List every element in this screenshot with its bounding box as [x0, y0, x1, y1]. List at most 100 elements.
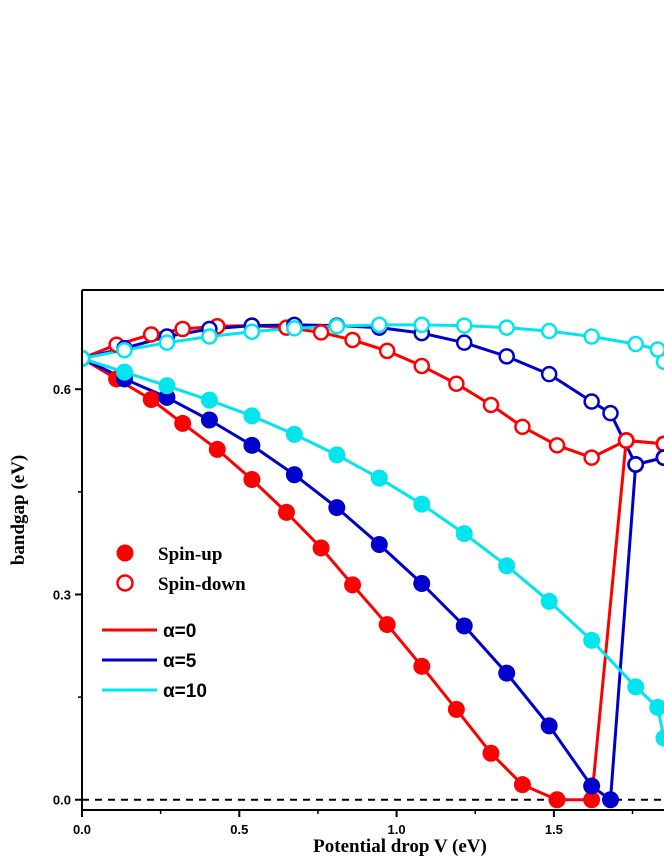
axis-layer: 0.0 0.5 1.0 1.5 0.0 0.3 0.6: [53, 382, 634, 837]
legend: Spin-up Spin-down α=0 α=5 α=10: [102, 544, 246, 702]
series-0-point: [413, 657, 431, 675]
series-line-4: [82, 356, 664, 739]
series-4-point: [370, 469, 388, 487]
series-3-point: [602, 404, 619, 422]
series-layer: [82, 316, 664, 809]
x-axis-title: Potential drop V (eV): [313, 836, 487, 857]
series-1-point: [617, 432, 635, 449]
series-line-2: [82, 357, 664, 802]
series-1-point: [344, 331, 361, 349]
series-0-point: [378, 616, 396, 634]
series-3-point: [455, 334, 473, 351]
series-4-point: [655, 729, 664, 747]
y-tick-label: 0.6: [53, 382, 71, 397]
series-4-point: [455, 525, 473, 543]
y-tick-label: 0.0: [53, 793, 71, 808]
series-3-point: [583, 393, 600, 410]
series-2-point: [602, 791, 620, 809]
series-1-point: [378, 342, 396, 360]
series-2-point: [285, 466, 303, 484]
legend-line-label: α=10: [163, 681, 207, 702]
series-5-point: [328, 318, 346, 335]
series-0-point: [174, 414, 192, 432]
series-1-point: [514, 418, 531, 436]
series-2-point: [455, 617, 473, 635]
series-4-point: [158, 377, 176, 395]
series-4-point: [649, 698, 664, 716]
series-0-point: [243, 471, 261, 489]
series-0-point: [142, 390, 160, 408]
series-0-point: [583, 791, 601, 809]
series-1-point: [142, 326, 160, 343]
series-2-point: [328, 499, 346, 517]
x-tick-label: 0.5: [230, 822, 248, 837]
y-tick-label: 0.3: [53, 587, 71, 602]
series-1-point: [583, 449, 600, 466]
series-2-point: [413, 575, 431, 593]
series-line-5: [82, 323, 664, 363]
series-3-point: [498, 348, 515, 365]
series-0-point: [548, 791, 566, 809]
series-1-point: [655, 435, 664, 453]
series-5-point: [158, 334, 176, 351]
series-1-point: [413, 357, 431, 375]
x-tick-label: 0.0: [73, 822, 91, 837]
series-5-point: [286, 320, 303, 337]
series-4-point: [627, 678, 645, 696]
series-5-point: [82, 350, 91, 367]
series-4-point: [328, 446, 346, 464]
series-3-point: [627, 456, 644, 473]
series-4-point: [540, 592, 558, 610]
series-5-point: [655, 353, 664, 371]
series-4-point: [413, 495, 431, 513]
series-0-point: [344, 576, 362, 594]
series-5-point: [540, 322, 558, 340]
series-1-point: [174, 320, 191, 338]
series-2-point: [583, 777, 601, 795]
series-5-point: [371, 316, 388, 334]
series-0-point: [312, 539, 330, 557]
series-0-point: [208, 440, 226, 458]
y-axis-title: bandgap (eV): [8, 455, 29, 565]
series-5-point: [583, 328, 600, 345]
series-5-point: [116, 341, 133, 359]
series-2-point: [540, 717, 558, 735]
series-1-point: [312, 324, 330, 341]
legend-marker-label: Spin-down: [158, 574, 246, 595]
series-5-point: [413, 316, 431, 334]
series-2-point: [498, 664, 516, 682]
series-4-point: [583, 631, 601, 649]
series-2-point: [243, 436, 261, 454]
legend-line-label: α=5: [163, 651, 197, 672]
series-4-point: [285, 425, 303, 443]
series-2-point: [200, 411, 218, 429]
series-1-point: [482, 396, 500, 414]
series-0-point: [513, 776, 531, 794]
series-4-point: [498, 557, 516, 575]
x-tick-label: 1.5: [545, 822, 563, 837]
series-5-point: [201, 328, 218, 345]
series-5-point: [243, 323, 261, 340]
series-4-point: [115, 363, 133, 381]
series-0-point: [482, 744, 500, 762]
legend-line-label: α=0: [163, 621, 196, 642]
series-5-point: [627, 335, 644, 353]
series-4-point: [200, 391, 218, 409]
legend-marker-spin-down: [116, 574, 134, 592]
series-3-point: [655, 449, 664, 466]
plot-frame: [81, 289, 664, 811]
series-4-point: [243, 407, 261, 425]
series-2-point: [158, 388, 176, 406]
legend-marker-spin-up: [116, 544, 134, 562]
x-tick-label: 1.0: [388, 822, 406, 837]
series-0-point: [447, 700, 465, 718]
series-3-point: [540, 365, 558, 383]
series-5-point: [498, 319, 515, 336]
legend-marker-label: Spin-up: [158, 544, 222, 565]
series-0-point: [277, 503, 295, 521]
series-5-point: [455, 317, 473, 334]
series-2-point: [370, 536, 388, 554]
series-1-point: [448, 375, 465, 392]
series-1-point: [548, 437, 566, 454]
